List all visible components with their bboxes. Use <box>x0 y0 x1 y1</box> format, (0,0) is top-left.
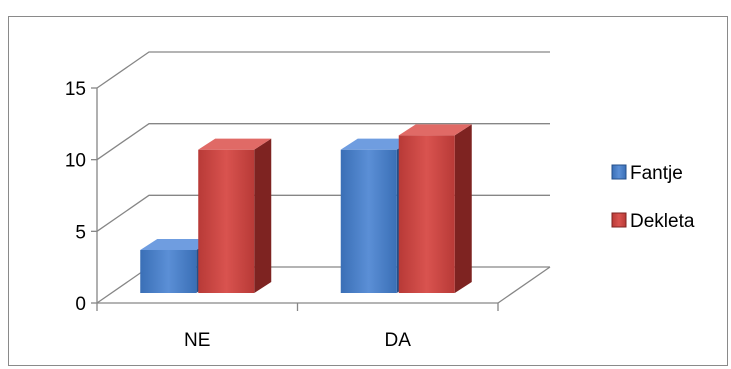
bar-top <box>398 124 472 136</box>
bar-front <box>140 250 197 293</box>
gridline <box>96 123 550 161</box>
bar <box>198 138 272 293</box>
y-tick-label: 15 <box>65 79 86 100</box>
gridline <box>96 194 550 232</box>
bar <box>398 124 472 293</box>
legend-item: Fantje <box>611 163 683 184</box>
bar-top <box>140 239 214 250</box>
legend-label: Dekleta <box>630 211 695 232</box>
bar-front <box>398 135 455 293</box>
floor-right-edge <box>497 266 551 304</box>
y-tick-label: 10 <box>65 151 86 172</box>
bar-top <box>198 138 272 150</box>
bar-front <box>340 149 397 293</box>
legend-swatch <box>611 212 627 228</box>
bar-top <box>340 138 414 150</box>
bar-front <box>198 149 255 293</box>
y-tick-label: 5 <box>75 222 86 243</box>
bar-side <box>254 138 272 293</box>
y-tick-label: 0 <box>75 294 86 315</box>
legend-label: Fantje <box>630 163 683 184</box>
bar <box>140 239 214 293</box>
x-tick-label: NE <box>184 330 210 351</box>
x-tick-label: DA <box>385 330 412 351</box>
gridline <box>96 51 550 89</box>
labels-layer: 0 5 10 15 NE DA <box>65 79 411 351</box>
legend: Fantje Dekleta <box>611 163 695 232</box>
bars-layer <box>140 124 472 293</box>
legend-item: Dekleta <box>611 211 695 232</box>
legend-swatch <box>611 164 627 180</box>
bar-side <box>454 124 472 293</box>
